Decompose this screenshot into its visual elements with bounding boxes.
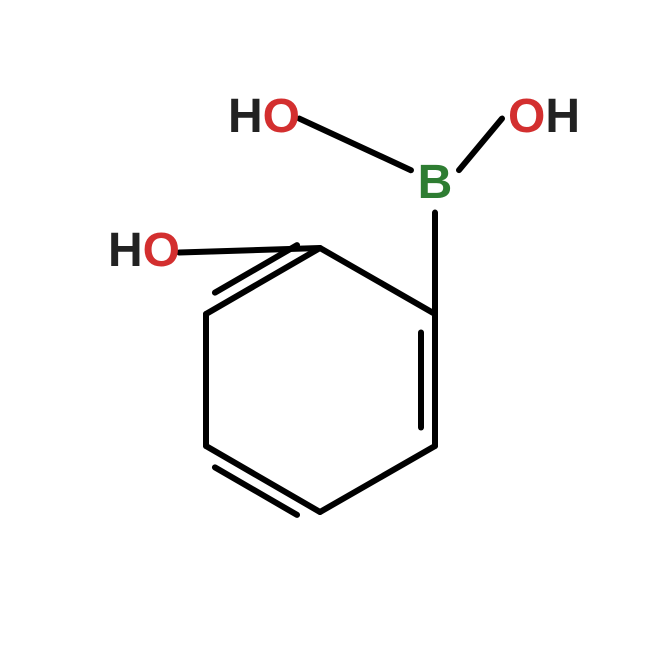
atom-label-ho_left: HO <box>228 90 300 143</box>
atom-label-b_center: B <box>418 156 453 209</box>
atom-label-oh_right: OH <box>508 90 580 143</box>
atom-label-ho_phenol: HO <box>108 224 180 277</box>
chemical-structure-diagram: HO OH B HO <box>0 0 650 650</box>
